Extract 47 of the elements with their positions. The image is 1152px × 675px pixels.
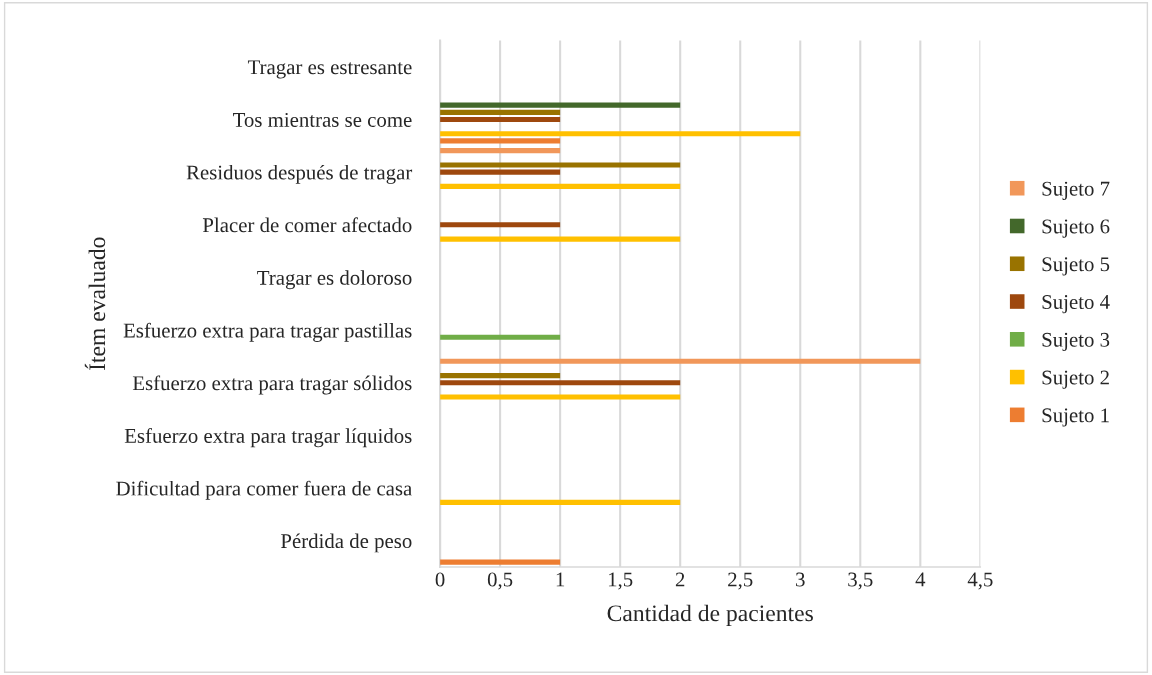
y-tick-label: Dificultad para comer fuera de casa — [116, 480, 412, 500]
bar — [440, 131, 801, 137]
bar — [440, 109, 561, 115]
legend-label: Sujeto 3 — [1042, 332, 1110, 352]
y-tick-label: Tos mientras se come — [233, 112, 412, 127]
y-tick-label: Residuos después de tragar — [186, 164, 413, 184]
y-axis-title: Ítem evaluado — [84, 237, 106, 371]
bar — [440, 559, 561, 565]
x-tick-label: 2,5 — [728, 572, 753, 590]
x-tick-label: 0 — [435, 572, 445, 587]
bar — [440, 138, 561, 144]
legend-label: Sujeto 2 — [1042, 370, 1109, 389]
legend-label: Sujeto 5 — [1042, 257, 1110, 276]
x-tick-label: 3,5 — [848, 572, 873, 590]
bar — [440, 169, 561, 175]
legend-label: Sujeto 4 — [1042, 295, 1110, 314]
bar — [440, 148, 561, 154]
bar — [440, 499, 681, 505]
x-tick-label: 4 — [915, 572, 926, 587]
x-axis-title: Cantidad de pacientes — [607, 604, 813, 627]
y-tick-label: Pérdida de peso — [280, 533, 412, 553]
bar — [440, 183, 681, 189]
y-tick-label: Esfuerzo extra para tragar sólidos — [132, 375, 412, 395]
legend-label: Sujeto 6 — [1042, 219, 1110, 238]
bar — [440, 394, 681, 400]
x-tick-label: 2 — [675, 572, 685, 587]
bar — [440, 236, 681, 242]
bar — [440, 102, 681, 108]
legend-label: Sujeto 1 — [1042, 408, 1109, 427]
x-tick-label: 3 — [796, 572, 805, 587]
y-tick-label: Placer de comer afectado — [202, 217, 412, 233]
bar — [440, 116, 561, 123]
legend-label: Sujeto 7 — [1042, 181, 1110, 200]
bar — [440, 380, 681, 386]
y-tick-label: Esfuerzo extra para tragar líquidos — [124, 428, 412, 448]
x-tick-label: 1,5 — [608, 572, 633, 590]
bar — [440, 222, 561, 228]
x-tick-label: 1 — [556, 572, 565, 587]
bar — [440, 373, 561, 379]
bar — [440, 162, 681, 168]
bar — [440, 358, 921, 364]
x-tick-label: 0,5 — [487, 572, 513, 590]
x-tick-label: 4,5 — [967, 572, 993, 590]
y-tick-label: Tragar es doloroso — [257, 270, 412, 290]
y-tick-label: Esfuerzo extra para tragar pastillas — [123, 322, 412, 342]
y-tick-label: Tragar es estresante — [247, 60, 412, 79]
bar — [440, 334, 561, 340]
